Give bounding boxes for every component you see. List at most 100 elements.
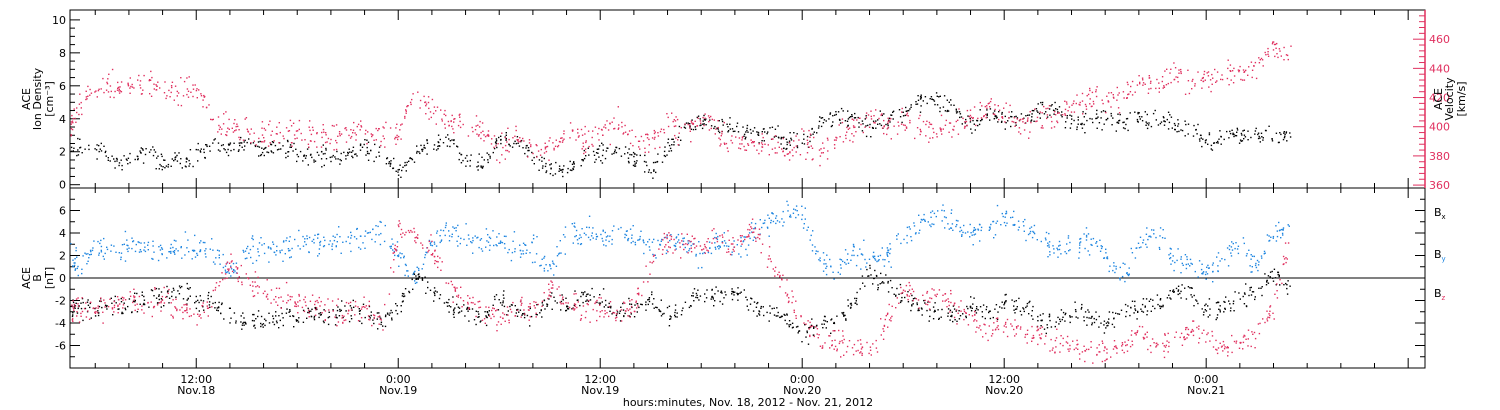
data-point <box>886 128 889 130</box>
data-point <box>874 259 877 261</box>
data-point <box>959 315 962 317</box>
data-point <box>435 123 437 125</box>
data-point <box>993 110 996 112</box>
data-point <box>714 293 716 295</box>
data-point <box>756 131 758 133</box>
data-point <box>925 123 927 126</box>
data-point <box>1067 110 1069 112</box>
data-point <box>1144 305 1146 307</box>
data-point <box>1264 129 1267 132</box>
data-point <box>522 250 524 252</box>
data-point <box>1150 80 1152 83</box>
data-point <box>77 305 80 308</box>
data-point <box>811 318 813 320</box>
data-point <box>365 154 367 156</box>
data-point <box>1033 232 1036 235</box>
data-point <box>189 163 191 165</box>
data-point <box>631 306 633 309</box>
data-point <box>397 169 399 171</box>
data-point <box>657 135 660 137</box>
data-point <box>515 125 517 128</box>
data-point <box>156 85 158 87</box>
data-point <box>933 223 935 226</box>
data-point <box>1091 316 1093 318</box>
data-point <box>633 160 636 163</box>
data-point <box>1241 79 1244 81</box>
data-point <box>240 315 242 317</box>
data-point <box>384 146 386 148</box>
data-point <box>688 306 691 309</box>
data-point <box>222 253 224 256</box>
data-point <box>1255 127 1257 130</box>
data-point <box>1112 311 1114 314</box>
data-point <box>487 159 489 161</box>
data-point <box>1098 122 1101 124</box>
data-point <box>934 309 936 312</box>
data-point <box>1051 120 1053 123</box>
data-point <box>939 95 941 97</box>
data-point <box>1129 112 1131 114</box>
data-point <box>1058 240 1061 243</box>
data-point <box>489 157 491 159</box>
data-point <box>1194 270 1196 273</box>
data-point <box>475 310 477 312</box>
data-point <box>661 238 663 241</box>
data-point <box>515 312 517 314</box>
data-point <box>131 237 133 239</box>
data-point <box>137 79 139 81</box>
data-point <box>327 316 329 319</box>
data-point <box>928 126 930 128</box>
data-point <box>649 249 651 251</box>
data-point <box>178 293 181 295</box>
data-point <box>711 288 713 291</box>
data-point <box>887 249 890 251</box>
data-point <box>209 248 211 250</box>
data-point <box>993 237 995 239</box>
data-point <box>1251 76 1253 79</box>
data-point <box>703 251 706 254</box>
data-point <box>789 151 791 153</box>
data-point <box>1180 68 1182 71</box>
data-point <box>300 132 302 135</box>
data-point <box>870 136 872 138</box>
data-point <box>118 92 121 94</box>
data-point <box>926 120 928 122</box>
data-point <box>666 113 668 115</box>
data-point <box>543 157 545 160</box>
data-point <box>784 314 786 316</box>
data-point <box>815 250 817 252</box>
data-point <box>1205 278 1207 280</box>
data-point <box>1244 136 1247 138</box>
data-point <box>717 235 719 238</box>
data-point <box>144 153 147 156</box>
data-point <box>727 126 729 128</box>
data-point <box>823 147 825 149</box>
data-point <box>772 220 775 223</box>
data-point <box>966 124 968 127</box>
data-point <box>767 214 769 216</box>
data-point <box>1156 294 1159 296</box>
data-point <box>1200 137 1202 139</box>
data-point <box>1177 123 1180 125</box>
data-point <box>109 160 111 162</box>
data-point <box>519 249 522 252</box>
data-point <box>621 121 623 124</box>
data-point <box>1159 305 1161 307</box>
data-point <box>1078 247 1081 249</box>
data-point <box>360 120 362 122</box>
data-point <box>238 136 240 139</box>
time-tick-label: 0:00 <box>790 373 815 386</box>
data-point <box>676 316 678 318</box>
data-point <box>1108 92 1110 94</box>
data-point <box>77 154 80 156</box>
data-point <box>575 229 578 232</box>
data-point <box>423 144 425 147</box>
data-point <box>71 315 74 318</box>
data-point <box>1040 319 1042 322</box>
data-point <box>744 236 746 238</box>
data-point <box>1197 302 1199 305</box>
data-point <box>1193 124 1195 127</box>
data-point <box>331 124 334 127</box>
data-point <box>272 141 275 144</box>
data-point <box>261 151 264 154</box>
